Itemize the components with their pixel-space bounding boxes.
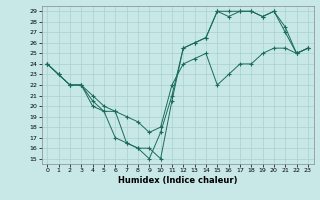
X-axis label: Humidex (Indice chaleur): Humidex (Indice chaleur) — [118, 176, 237, 185]
